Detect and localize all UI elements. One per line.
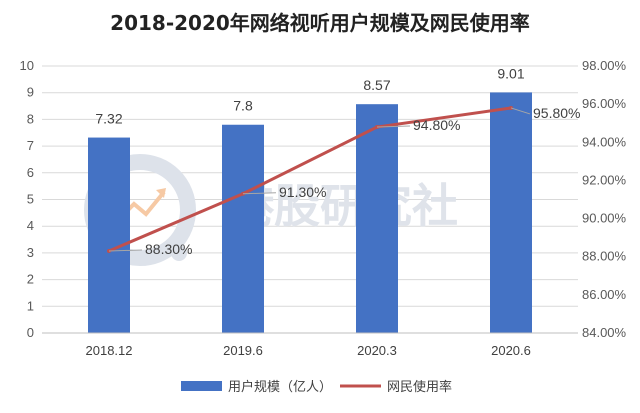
axes: 0 1 2 3 4 5 6 7 8 9 10 84.00% 86.00% 88.00% 90.00% 92.0…: [20, 58, 627, 358]
y-left-tick-label: 1: [27, 298, 34, 313]
x-tick-label: 2020.3: [357, 343, 397, 358]
watermark-text: 港股研究社: [228, 179, 458, 233]
bar: [88, 137, 130, 333]
watermark-logo-arrow-head: [156, 188, 166, 198]
y-right-tick-label: 86.00%: [582, 287, 627, 302]
leader-line: [510, 107, 531, 115]
y-right-tick-label: 94.00%: [582, 134, 627, 149]
y-left-tick-label: 9: [27, 85, 34, 100]
y-left-tick-label: 4: [27, 218, 34, 233]
line-value-label: 88.30%: [145, 241, 192, 257]
line-value-label: 94.80%: [413, 117, 460, 133]
line-path: [108, 106, 512, 253]
bar-value-label: 7.32: [95, 111, 122, 127]
legend: 用户规模（亿人） 网民使用率: [181, 379, 452, 395]
line-value-label: 91.30%: [279, 184, 326, 200]
y-left-tick-label: 6: [27, 165, 34, 180]
leader-line: [376, 125, 411, 128]
bar-series: [88, 92, 532, 334]
y-right-tick-label: 96.00%: [582, 96, 627, 111]
legend-label-rate: 网民使用率: [387, 379, 452, 395]
y-left-tick-label: 7: [27, 138, 34, 153]
bar-value-label: 7.8: [233, 98, 253, 114]
x-tick-label: 2018.12: [86, 343, 133, 358]
y-right-tick-label: 88.00%: [582, 249, 627, 264]
bar: [356, 104, 398, 333]
leader-line: [108, 249, 143, 252]
y-left-tick-label: 2: [27, 272, 34, 287]
legend-swatch-users: [181, 381, 222, 391]
y-left-tick-label: 3: [27, 245, 34, 260]
y-right-tick-label: 92.00%: [582, 172, 627, 187]
y-right-tick-label: 98.00%: [582, 58, 627, 73]
data-labels: 7.32 7.8 8.57 9.01 88.30% 91.30% 94.80% 95.80%: [95, 65, 580, 257]
chart-title: 2018-2020年网络视听用户规模及网民使用率: [110, 11, 530, 35]
y-right-tick-label: 84.00%: [582, 325, 627, 340]
x-tick-label: 2020.6: [491, 343, 531, 358]
bar: [222, 124, 264, 334]
line-value-label: 95.80%: [533, 105, 580, 121]
y-right-tick-label: 90.00%: [582, 211, 627, 226]
bar-value-label: 8.57: [363, 77, 390, 93]
bar: [490, 92, 532, 333]
y-left-tick-label: 0: [27, 325, 34, 340]
watermark-logo-dot: [171, 245, 187, 261]
y-left-tick-label: 5: [27, 192, 34, 207]
leader-line: [242, 192, 277, 195]
bar-value-label: 9.01: [497, 65, 524, 81]
legend-label-users: 用户规模（亿人）: [228, 379, 332, 395]
y-left-tick-label: 10: [20, 58, 34, 73]
x-tick-label: 2019.6: [223, 343, 263, 358]
y-left-tick-label: 8: [27, 111, 34, 126]
